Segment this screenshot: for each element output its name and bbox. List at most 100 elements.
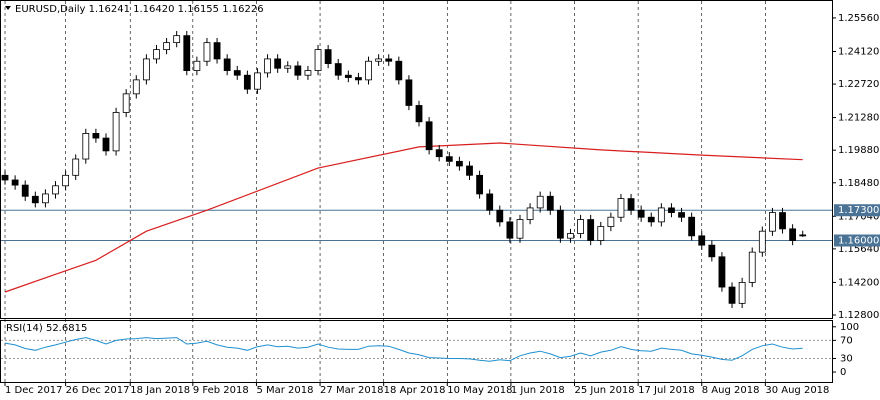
- candle-body: [274, 58, 282, 69]
- candle-body: [82, 133, 90, 160]
- candle-body: [233, 70, 241, 76]
- candle-body: [718, 256, 726, 288]
- candle-body: [264, 58, 271, 74]
- candle-body: [657, 207, 665, 223]
- candle-body: [112, 112, 120, 152]
- candle-body: [728, 286, 736, 304]
- candle-body: [647, 216, 655, 223]
- rsi-title: RSI(14) 52.6815: [6, 323, 87, 334]
- candle-body: [476, 174, 483, 195]
- candle-body: [779, 212, 786, 230]
- candle-body: [637, 209, 645, 218]
- candle-body: [213, 42, 221, 60]
- candle-body: [21, 184, 29, 197]
- candle-body: [284, 65, 292, 69]
- candle-body: [344, 74, 352, 78]
- rsi-panel: [0, 320, 833, 383]
- x-tick-label: 27 Mar 2018: [320, 385, 383, 396]
- x-tick-label: 8 Aug 2018: [702, 385, 760, 396]
- candle-body: [405, 79, 413, 106]
- candle-body: [456, 160, 463, 167]
- menu-arrow: [5, 6, 11, 10]
- candle-body: [153, 49, 160, 60]
- x-tick-label: 17 Jul 2018: [638, 385, 695, 396]
- candle-body: [1, 174, 9, 181]
- candle-body: [769, 212, 776, 232]
- candle-body: [203, 42, 211, 62]
- x-tick-label: 9 Feb 2018: [193, 385, 249, 396]
- candle-body: [546, 195, 554, 211]
- candle-body: [486, 193, 494, 211]
- x-tick-label: 18 Apr 2018: [384, 385, 446, 396]
- candle-body: [102, 137, 110, 152]
- candle-body: [375, 58, 383, 62]
- candle-body: [496, 209, 504, 223]
- y-tick-label: 1.17040: [838, 211, 879, 222]
- candle-body: [516, 219, 524, 239]
- x-tick-label: 10 May 2018: [447, 385, 512, 396]
- candle-body: [577, 219, 584, 234]
- x-tick-label: 5 Mar 2018: [256, 385, 313, 396]
- candle-body: [789, 228, 797, 241]
- candle-body: [668, 207, 675, 213]
- x-tick-label: 1 Jun 2018: [511, 385, 565, 396]
- candle-body: [415, 105, 423, 123]
- candle-body: [678, 212, 685, 218]
- candle-body: [627, 198, 635, 211]
- candle-body: [425, 121, 433, 151]
- rsi-y-tick-label: 100: [840, 322, 859, 333]
- chart-title: EURUSD,Daily 1.16241 1.16420 1.16155 1.1…: [15, 4, 264, 15]
- candle-body: [294, 65, 302, 76]
- candle-body: [355, 77, 362, 81]
- x-tick-label: 18 Jan 2018: [130, 385, 190, 396]
- candle-body: [466, 165, 473, 176]
- candle-body: [597, 226, 605, 241]
- x-tick-label: 1 Dec 2017: [5, 385, 63, 396]
- candle-body: [42, 193, 49, 204]
- candle-body: [365, 60, 372, 81]
- y-tick-label: 1.25560: [838, 13, 879, 24]
- y-tick-label: 1.15640: [838, 244, 879, 255]
- rsi-y-tick-label: 70: [840, 335, 853, 346]
- candle-body: [52, 185, 59, 195]
- candle-body: [435, 149, 443, 158]
- candle-body: [708, 244, 716, 258]
- rsi-y-tick-label: 30: [840, 353, 853, 364]
- level-label-box: [834, 204, 880, 217]
- y-tick-label: 1.18480: [838, 178, 879, 189]
- rsi-y-tick-label: 0: [840, 367, 846, 378]
- candle-body: [698, 235, 706, 246]
- candle-body: [799, 234, 807, 237]
- y-tick-label: 1.22720: [838, 79, 879, 90]
- candle-body: [132, 79, 140, 95]
- candle-body: [688, 216, 696, 237]
- candle-body: [254, 72, 261, 90]
- candle-body: [183, 35, 191, 71]
- candle-body: [163, 42, 170, 51]
- candle-body: [536, 195, 544, 209]
- level-label: 1.17300: [838, 205, 879, 216]
- candle-body: [193, 60, 201, 71]
- candle-body: [243, 74, 251, 90]
- y-tick-label: 1.14200: [838, 277, 879, 288]
- moving-average: [4, 142, 803, 293]
- level-label-box: [834, 234, 880, 247]
- y-tick-label: 1.19880: [838, 145, 879, 156]
- candle-body: [62, 174, 70, 187]
- candle-body: [304, 70, 312, 76]
- x-tick-label: 26 Dec 2017: [66, 385, 130, 396]
- candle-body: [567, 233, 574, 239]
- candle-body: [445, 156, 453, 162]
- candle-body: [556, 209, 564, 239]
- y-tick-label: 1.12800: [838, 310, 879, 321]
- candle-body: [506, 221, 514, 239]
- candle-body: [758, 230, 766, 253]
- candle-body: [72, 158, 80, 176]
- candle-body: [607, 216, 615, 227]
- candle-body: [142, 58, 150, 81]
- x-tick-label: 30 Aug 2018: [765, 385, 829, 396]
- candle-body: [385, 58, 393, 62]
- y-tick-label: 1.24120: [838, 46, 879, 57]
